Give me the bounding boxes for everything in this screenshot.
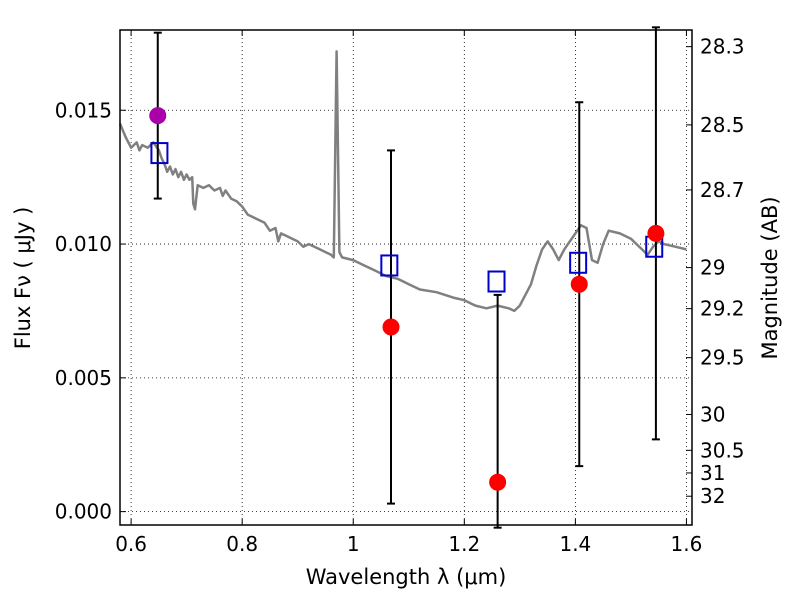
y2-tick-label: 28.3 [700,35,745,59]
spectrum-line [118,50,687,313]
model-point [150,142,169,165]
y-tick-label: 0.005 [55,366,112,390]
y2-tick-label: 29 [700,256,725,280]
plot-background [120,30,692,525]
y-tick-label: 0.010 [55,232,112,256]
x-tick-label: 1.2 [448,532,480,556]
observed-point [647,224,665,242]
plot-frame [119,29,693,526]
observed-point [149,107,167,125]
observed-point [570,275,588,293]
y2-tick-label: 29.2 [700,297,745,321]
data-series [118,26,687,529]
model-point [569,251,588,274]
x-tick-label: 1.6 [671,532,703,556]
y2-tick-label: 30.5 [700,438,745,462]
x-tick-label: 1 [347,532,360,556]
y-tick-label: 0.000 [55,500,112,524]
y2-tick-label: 31 [700,461,725,485]
y2-tick-label: 28.7 [700,178,745,202]
y2-axis-label: Magnitude (AB) [758,196,782,359]
model-point [487,270,506,293]
x-axis-label: Wavelength λ (μm) [306,565,507,589]
x-tick-label: 0.6 [115,532,147,556]
grid-lines [120,30,692,525]
observed-point [382,318,400,336]
x-tick-label: 0.8 [226,532,258,556]
y2-tick-label: 29.5 [700,346,745,370]
y2-tick-label: 32 [700,484,725,508]
y-tick-label: 0.015 [55,98,112,122]
y2-tick-label: 28.5 [700,113,745,137]
model-point [380,254,399,277]
x-tick-label: 1.4 [559,532,591,556]
y-axis-label: Flux Fν ( μJy ) [11,207,35,350]
y2-tick-label: 30 [700,402,725,426]
observed-point [489,473,507,491]
axis-ticks: 0.6 0.8 1 1.2 1.4 1.6 0.000 0.005 0.010 0.015 28.3… [55,30,745,556]
